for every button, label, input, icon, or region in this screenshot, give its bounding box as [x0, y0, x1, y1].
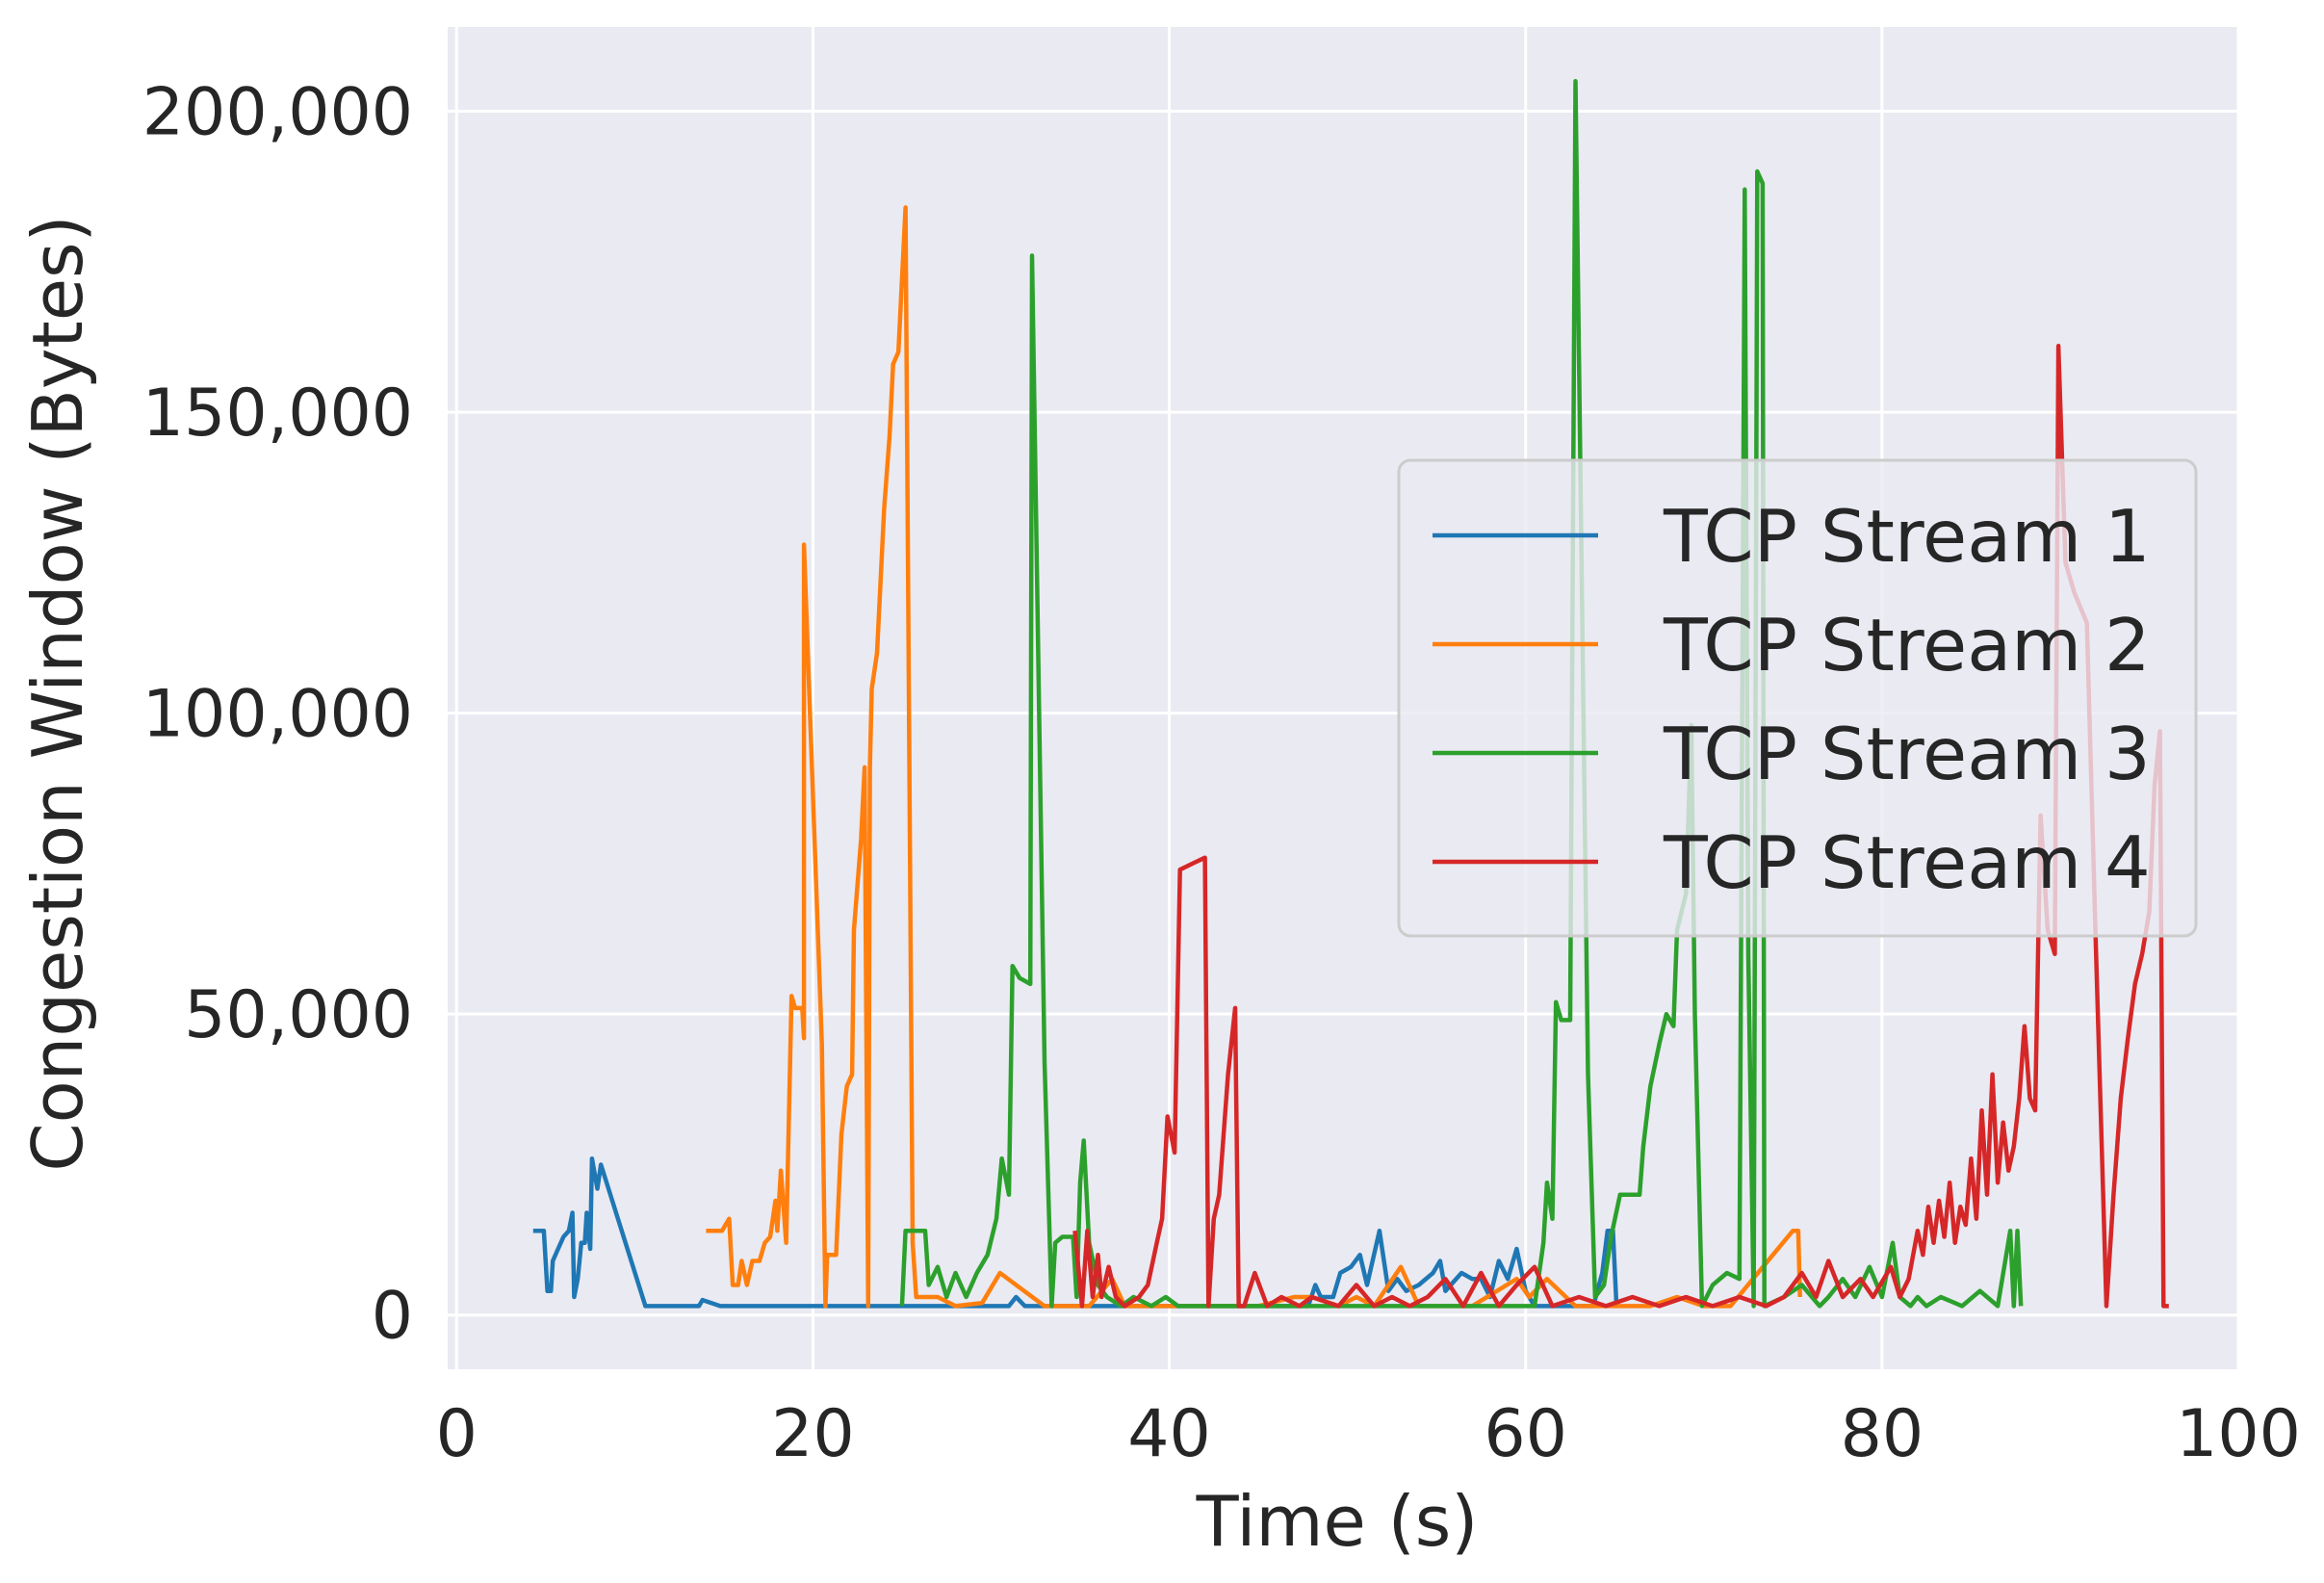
legend-label: TCP Stream 3: [1663, 712, 2151, 796]
legend-label: TCP Stream 1: [1663, 494, 2151, 579]
x-tick-label: 100: [2176, 1396, 2301, 1472]
x-tick-label: 80: [1841, 1396, 1924, 1472]
y-tick-label: 0: [372, 1279, 413, 1355]
y-axis-title: Congestion Window (Bytes): [17, 215, 98, 1171]
x-tick-label: 20: [771, 1396, 855, 1472]
y-tick-label: 100,000: [142, 677, 413, 753]
y-tick-label: 200,000: [142, 75, 413, 151]
legend-frame: [1397, 458, 2198, 938]
series-line-1: [532, 1155, 1619, 1309]
x-axis-title: Time (s): [1196, 1481, 1479, 1562]
x-tick-label: 40: [1127, 1396, 1211, 1472]
legend-label: TCP Stream 2: [1663, 603, 2151, 688]
y-tick-label: 50,000: [184, 977, 413, 1053]
legend-label: TCP Stream 4: [1663, 820, 2151, 905]
y-tick-label: 150,000: [142, 376, 413, 452]
x-tick-label: 0: [436, 1396, 478, 1472]
legend: TCP Stream 1 TCP Stream 2 TCP Stream 3 TCP …: [1397, 458, 2198, 938]
x-tick-label: 60: [1484, 1396, 1567, 1472]
